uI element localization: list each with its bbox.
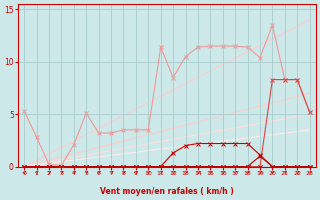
X-axis label: Vent moyen/en rafales ( km/h ): Vent moyen/en rafales ( km/h ) [100,187,234,196]
